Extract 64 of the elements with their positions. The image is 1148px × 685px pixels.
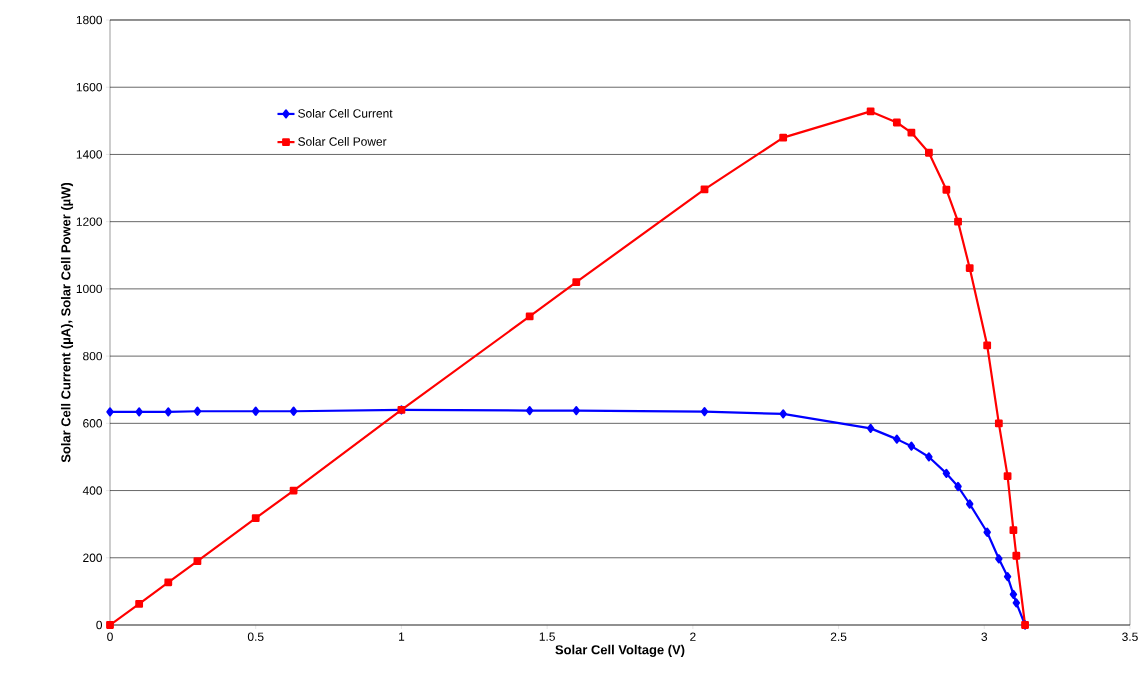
point <box>954 481 962 492</box>
point <box>954 217 962 226</box>
point <box>106 621 114 629</box>
y-tick-label: 800 <box>83 351 103 361</box>
point <box>525 312 534 321</box>
point <box>893 434 901 444</box>
y-axis-title: Solar Cell Current (µA), Solar Cell Power (µW) <box>60 182 74 463</box>
point <box>1012 598 1021 608</box>
point <box>965 264 974 272</box>
point <box>135 599 144 608</box>
point <box>1009 589 1018 600</box>
point <box>942 185 951 194</box>
point <box>251 514 260 523</box>
point <box>251 406 260 416</box>
point <box>135 407 143 417</box>
point <box>1012 551 1021 560</box>
point <box>193 406 202 416</box>
x-tick-label: 3.5 <box>1122 632 1138 641</box>
point <box>164 578 173 587</box>
point <box>892 118 901 127</box>
point <box>866 423 875 433</box>
point <box>866 107 875 116</box>
y-tick-label: 600 <box>83 419 103 428</box>
point <box>983 341 992 350</box>
point <box>700 185 709 194</box>
point <box>907 441 916 451</box>
point <box>193 557 202 566</box>
point <box>942 468 951 479</box>
x-tick-label: 1 <box>399 632 405 641</box>
x-tick-label: 3 <box>981 632 988 641</box>
point <box>1003 572 1012 582</box>
point <box>572 278 581 287</box>
point <box>983 527 991 537</box>
point <box>779 133 788 142</box>
point <box>1003 472 1012 480</box>
point <box>1009 526 1018 535</box>
y-tick-label: 1600 <box>76 82 103 92</box>
y-tick-label: 400 <box>82 486 103 495</box>
y-tick-label: 1800 <box>76 15 103 25</box>
x-tick-label: 1.5 <box>539 632 555 641</box>
point <box>779 409 787 419</box>
x-tick-label: 2 <box>690 632 696 641</box>
point <box>700 406 709 417</box>
point <box>925 452 933 462</box>
point <box>925 148 933 157</box>
point <box>572 405 580 416</box>
legend-label: Solar Cell Power <box>298 137 387 146</box>
point <box>525 405 534 416</box>
point <box>995 554 1003 564</box>
y-tick-label: 1000 <box>76 284 103 294</box>
legend-label: Solar Cell Current <box>298 108 393 118</box>
point <box>164 407 173 417</box>
point <box>106 407 114 417</box>
x-tick-label: 2.5 <box>830 632 847 641</box>
x-tick-label: 0.5 <box>247 632 264 641</box>
point <box>965 499 974 509</box>
y-tick-label: 1200 <box>76 217 103 226</box>
y-tick-label: 0 <box>96 620 103 630</box>
point <box>994 419 1003 428</box>
point <box>289 406 298 416</box>
x-tick-label: 0 <box>107 632 113 641</box>
x-axis-title: Solar Cell Voltage (V) <box>555 644 685 657</box>
y-tick-label: 200 <box>83 553 103 562</box>
y-tick-label: 1400 <box>76 150 103 159</box>
